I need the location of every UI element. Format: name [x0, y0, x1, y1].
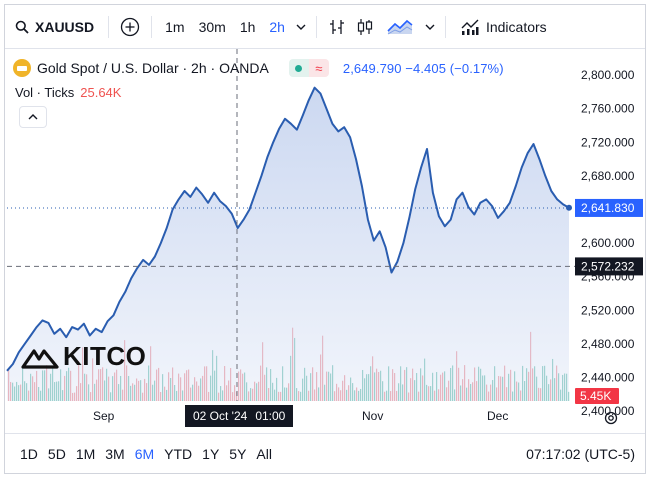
kitco-watermark: KITCO — [21, 341, 146, 372]
gear-icon[interactable] — [603, 410, 619, 426]
price-chart[interactable]: 2,800.000 2,760.000 2,720.000 2,680.000 2,64… — [5, 5, 645, 475]
candles-style-button[interactable] — [351, 12, 379, 42]
price-axis-label: 2,400.000 — [581, 404, 635, 418]
candles-icon — [357, 18, 373, 35]
chart-style-dropdown[interactable] — [421, 12, 439, 42]
bottom-range-bar: 1D 5D 1M 3M 6M YTD 1Y 5Y All 07:17:02 (U… — [5, 433, 645, 473]
market-status-pill[interactable]: ≈ — [288, 59, 329, 77]
bars-style-button[interactable] — [323, 12, 351, 42]
separator — [151, 15, 153, 38]
price-axis-label: 2,440.000 — [581, 370, 635, 384]
bars-icon — [329, 19, 344, 34]
range-3m[interactable]: 3M — [105, 445, 125, 462]
crosshair-price-badge-bg — [575, 257, 643, 276]
area-style-button[interactable] — [379, 12, 421, 42]
time-axis-label: Sep — [93, 409, 115, 423]
symbol-search[interactable]: XAUUSD — [5, 12, 102, 42]
price-axis-label: 2,760.000 — [581, 102, 635, 116]
price-axis-label: 2,680.000 — [581, 169, 635, 183]
symbol-name: XAUUSD — [35, 18, 95, 35]
search-icon — [15, 20, 29, 34]
crosshair-price-badge: 2,572.232 — [575, 257, 643, 276]
collapse-legend-button[interactable] — [19, 106, 47, 128]
legend-title: Gold Spot / U.S. Dollar · 2h · OANDA — [37, 60, 269, 76]
chart-legend: Gold Spot / U.S. Dollar · 2h · OANDA ≈ 2… — [13, 57, 504, 79]
interval-1m[interactable]: 1m — [165, 18, 185, 35]
price-line — [6, 86, 570, 372]
market-open-icon — [288, 59, 309, 77]
crosshair-date: 02 Oct '24 — [193, 409, 248, 423]
volume-badge-text: 5.45K — [580, 389, 611, 403]
interval-2h[interactable]: 2h — [269, 18, 285, 35]
area-chart-icon — [387, 19, 413, 34]
volume-value: 25.64K — [80, 85, 122, 100]
price-axis-label: 2,520.000 — [581, 303, 635, 317]
crosshair-hour: 01:00 — [255, 409, 286, 423]
top-toolbar: XAUUSD 1m 30m 1h 2h Indicators — [5, 5, 645, 49]
last-price-badge-bg — [575, 198, 643, 217]
chevron-up-icon — [28, 114, 38, 120]
time-axis-label: Dec — [487, 409, 509, 423]
gold-symbol-icon — [13, 59, 31, 77]
range-all[interactable]: All — [256, 445, 272, 462]
kitco-logo-icon — [21, 348, 59, 369]
interval-dropdown[interactable] — [292, 12, 310, 42]
chevron-down-icon — [425, 24, 435, 30]
range-ytd[interactable]: YTD — [164, 445, 193, 462]
chart-widget: XAUUSD 1m 30m 1h 2h Indicators — [4, 4, 646, 474]
separator — [444, 15, 446, 38]
compare-button[interactable] — [115, 12, 145, 42]
last-price-badge-text: 2,641.830 — [581, 201, 635, 215]
separator — [108, 15, 110, 38]
last-price-badge: 2,641.830 — [575, 198, 643, 217]
plus-circle-icon — [120, 17, 140, 36]
price-axis-label: 2,600.000 — [581, 236, 635, 250]
volume-legend: Vol · Ticks 25.64K — [15, 85, 121, 100]
kitco-wordmark: KITCO — [63, 341, 147, 371]
range-1d[interactable]: 1D — [20, 445, 38, 462]
price-axis-label: 2,800.000 — [581, 68, 635, 82]
volume-badge-bg — [575, 388, 619, 404]
range-5y[interactable]: 5Y — [229, 445, 247, 462]
volume-badge: 5.45K — [575, 388, 619, 404]
last-price-marker — [566, 204, 572, 211]
range-1y[interactable]: 1Y — [202, 445, 220, 462]
crosshair-time-label: 02 Oct '24 01:00 — [185, 405, 294, 427]
price-axis-label: 2,720.000 — [581, 135, 635, 149]
range-5d[interactable]: 5D — [47, 445, 66, 462]
chevron-down-icon — [296, 24, 306, 30]
price-axis-label: 2,480.000 — [581, 337, 635, 351]
volume-label: Vol · Ticks — [15, 85, 75, 100]
interval-1h[interactable]: 1h — [239, 18, 256, 35]
timezone-clock[interactable]: 07:17:02 (UTC-5) — [526, 445, 635, 462]
indicators-icon — [461, 19, 479, 35]
range-1m[interactable]: 1M — [75, 445, 96, 462]
wave-icon: ≈ — [308, 59, 329, 77]
time-axis-label: Nov — [362, 409, 384, 423]
range-6m[interactable]: 6M — [134, 445, 155, 462]
legend-quote: 2,649.790 −4.405 (−0.17%) — [342, 60, 504, 76]
separator — [315, 15, 317, 38]
crosshair-price-badge-text: 2,572.232 — [581, 259, 635, 273]
interval-30m[interactable]: 30m — [198, 18, 226, 35]
indicators-button[interactable]: Indicators — [452, 12, 555, 42]
indicators-label: Indicators — [485, 18, 547, 35]
